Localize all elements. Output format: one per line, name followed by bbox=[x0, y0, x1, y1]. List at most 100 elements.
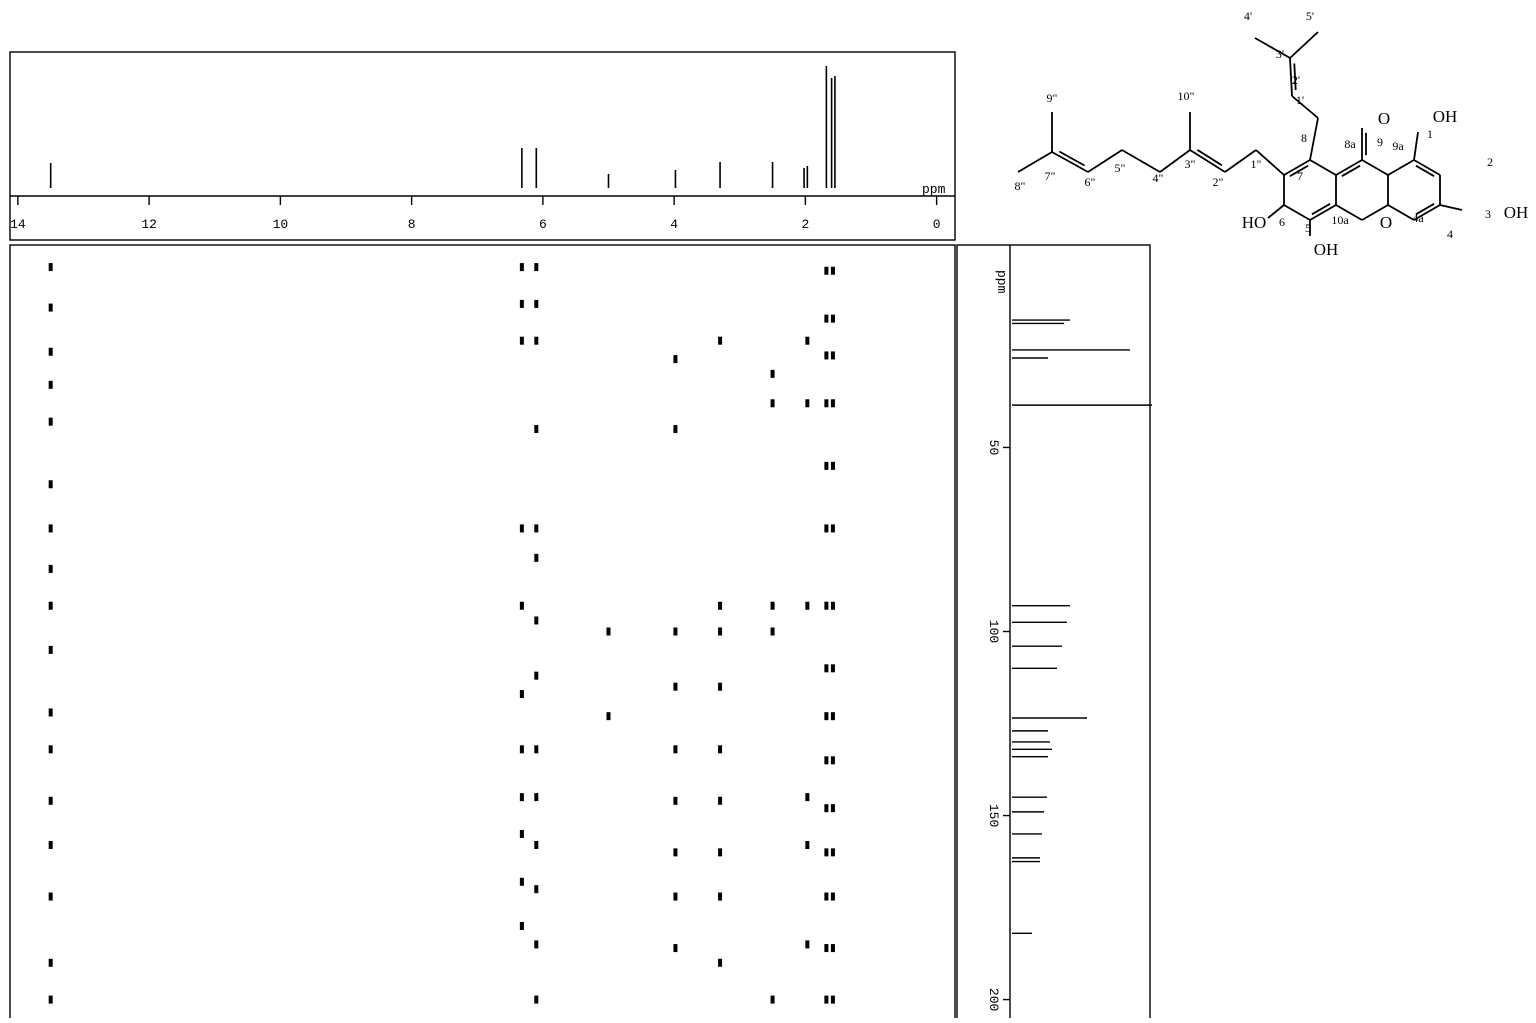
atom-label: OH bbox=[1504, 203, 1529, 222]
bond bbox=[1335, 204, 1363, 221]
carbon-unit: ppm bbox=[994, 270, 1009, 294]
atom-label: HO bbox=[1242, 213, 1267, 232]
bond bbox=[1289, 57, 1293, 97]
atom-label: 7" bbox=[1045, 169, 1056, 183]
cross-peak bbox=[770, 369, 775, 378]
cross-peak bbox=[534, 995, 539, 1004]
cross-peak bbox=[673, 627, 678, 636]
cross-peak bbox=[534, 940, 539, 949]
bond bbox=[1309, 159, 1337, 176]
cross-peak bbox=[770, 399, 775, 408]
bond bbox=[1289, 164, 1309, 177]
cross-peak bbox=[830, 524, 835, 533]
bond bbox=[1439, 204, 1463, 211]
cross-peak bbox=[824, 944, 829, 953]
cross-peak bbox=[519, 299, 524, 308]
cross-peak bbox=[718, 796, 723, 805]
cross-peak bbox=[830, 995, 835, 1004]
x-tick-label: 8 bbox=[408, 217, 416, 232]
atom-label: OH bbox=[1314, 240, 1339, 259]
cross-peak bbox=[824, 756, 829, 765]
bond bbox=[1283, 204, 1311, 221]
bond bbox=[1415, 164, 1435, 177]
x-tick-label: 6 bbox=[539, 217, 547, 232]
atom-label: OH bbox=[1433, 107, 1458, 126]
cross-peak bbox=[519, 601, 524, 610]
atom-label: 9" bbox=[1047, 91, 1058, 105]
cross-peak bbox=[824, 995, 829, 1004]
y-tick-label: 50 bbox=[986, 440, 1001, 456]
atom-label: 10" bbox=[1178, 89, 1195, 103]
cross-peak bbox=[48, 601, 53, 610]
atom-label: 5 bbox=[1305, 221, 1311, 235]
bond bbox=[1196, 149, 1223, 167]
cross-peak bbox=[824, 712, 829, 721]
atom-label: 9 bbox=[1377, 135, 1383, 149]
cross-peak bbox=[519, 524, 524, 533]
bond bbox=[1415, 203, 1435, 216]
atom-label: 9a bbox=[1392, 139, 1404, 153]
cross-peak bbox=[673, 944, 678, 953]
x-tick-label: 2 bbox=[801, 217, 809, 232]
bond bbox=[1309, 117, 1319, 161]
cross-peak bbox=[824, 266, 829, 275]
atom-label: O bbox=[1378, 109, 1390, 128]
cross-peak bbox=[824, 524, 829, 533]
cross-peak bbox=[519, 263, 524, 272]
atom-label: 2 bbox=[1487, 155, 1493, 169]
cross-peak bbox=[48, 417, 53, 426]
atom-label: 3" bbox=[1185, 157, 1196, 171]
atom-label: 3 bbox=[1485, 207, 1491, 221]
bond bbox=[1387, 204, 1415, 221]
bond bbox=[1289, 31, 1319, 59]
cross-peak bbox=[48, 380, 53, 389]
x-tick-label: 12 bbox=[141, 217, 157, 232]
cross-peak bbox=[770, 601, 775, 610]
cross-peak bbox=[830, 944, 835, 953]
bond bbox=[1254, 37, 1291, 59]
cross-peak bbox=[534, 263, 539, 272]
atom-label: 6 bbox=[1279, 215, 1285, 229]
bond bbox=[1341, 164, 1361, 177]
cross-peak bbox=[718, 892, 723, 901]
cross-peak bbox=[718, 601, 723, 610]
cross-peak bbox=[48, 708, 53, 717]
bond bbox=[1311, 203, 1331, 216]
bond bbox=[1361, 159, 1389, 176]
cross-peak bbox=[718, 336, 723, 345]
structure bbox=[1017, 31, 1463, 236]
cross-peak bbox=[824, 804, 829, 813]
atom-label: 10a bbox=[1331, 213, 1349, 227]
cross-peak bbox=[519, 745, 524, 754]
bond bbox=[1224, 149, 1257, 173]
cross-peak bbox=[519, 921, 524, 930]
y-tick-label: 200 bbox=[986, 988, 1001, 1011]
y-tick-label: 100 bbox=[986, 620, 1001, 643]
bond bbox=[1017, 151, 1053, 173]
bond bbox=[1255, 149, 1285, 176]
cross-peak bbox=[830, 601, 835, 610]
bond bbox=[1293, 63, 1297, 91]
cross-peak bbox=[805, 793, 810, 802]
cross-peak bbox=[48, 263, 53, 272]
cross-peak bbox=[534, 524, 539, 533]
cross-peak bbox=[830, 399, 835, 408]
cross-peak bbox=[534, 840, 539, 849]
cross-peak bbox=[673, 848, 678, 857]
cross-peak bbox=[824, 399, 829, 408]
cross-peak bbox=[718, 958, 723, 967]
bond bbox=[1121, 149, 1161, 173]
cross-peak bbox=[824, 314, 829, 323]
frames bbox=[9, 51, 1151, 1023]
cross-peak bbox=[534, 553, 539, 562]
cross-peak bbox=[824, 601, 829, 610]
atom-label: 4a bbox=[1412, 211, 1424, 225]
cross-peak bbox=[830, 664, 835, 673]
cross-peak bbox=[673, 425, 678, 434]
cross-peak bbox=[534, 299, 539, 308]
cross-peak bbox=[48, 958, 53, 967]
bond bbox=[1309, 204, 1337, 221]
cross-peak bbox=[48, 796, 53, 805]
